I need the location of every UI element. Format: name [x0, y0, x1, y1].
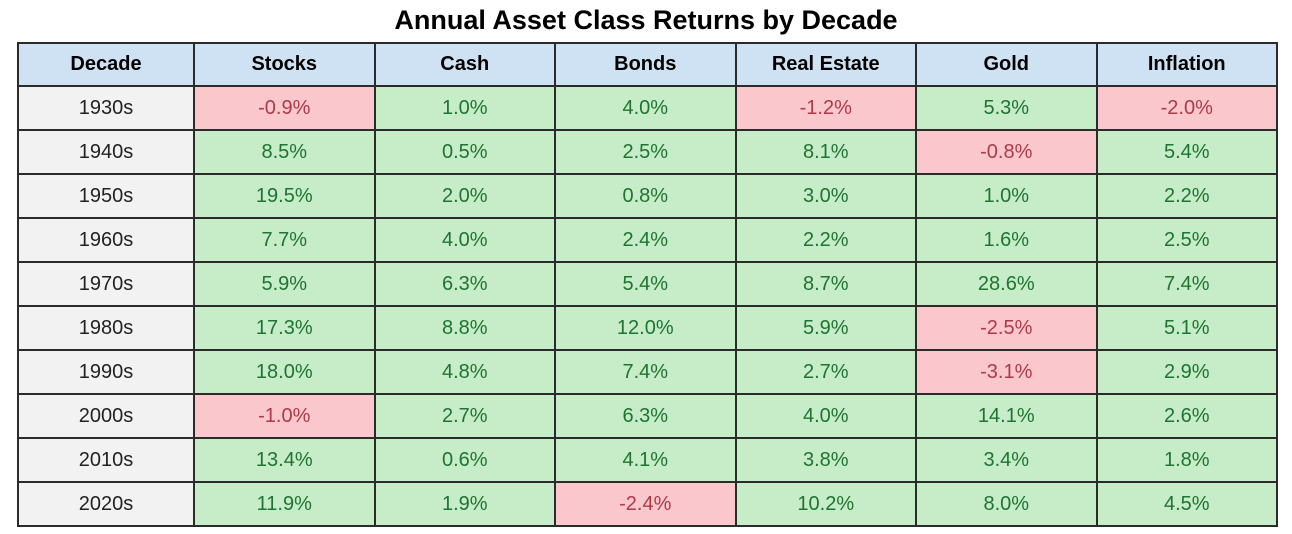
value-cell: 5.3%	[915, 85, 1098, 131]
value-cell: 0.8%	[554, 173, 737, 219]
value-cell: 2.2%	[734, 217, 917, 263]
column-header: Decade	[17, 42, 195, 87]
value-cell: -1.2%	[734, 85, 917, 131]
value-cell: 5.9%	[193, 261, 376, 307]
value-cell: -2.0%	[1095, 85, 1278, 131]
column-header: Real Estate	[734, 42, 917, 87]
value-cell: 12.0%	[554, 305, 737, 351]
table-row: 1940s 8.5% 0.5% 2.5% 8.1% -0.8% 5.4%	[17, 129, 1278, 175]
value-cell: 7.4%	[1095, 261, 1278, 307]
value-cell: -0.8%	[915, 129, 1098, 175]
value-cell: 5.4%	[554, 261, 737, 307]
table-body: 1930s -0.9% 1.0% 4.0% -1.2% 5.3% -2.0% 1940s 8.5…	[17, 85, 1278, 527]
value-cell: 4.1%	[554, 437, 737, 483]
value-cell: 14.1%	[915, 393, 1098, 439]
value-cell: 5.4%	[1095, 129, 1278, 175]
table-row: 1960s 7.7% 4.0% 2.4% 2.2% 1.6% 2.5%	[17, 217, 1278, 263]
value-cell: 28.6%	[915, 261, 1098, 307]
value-cell: 4.5%	[1095, 481, 1278, 527]
decade-cell: 1930s	[17, 85, 195, 131]
decade-cell: 2000s	[17, 393, 195, 439]
value-cell: 11.9%	[193, 481, 376, 527]
table-row: 1930s -0.9% 1.0% 4.0% -1.2% 5.3% -2.0%	[17, 85, 1278, 131]
table-row: 2020s 11.9% 1.9% -2.4% 10.2% 8.0% 4.5%	[17, 481, 1278, 527]
column-header: Inflation	[1095, 42, 1278, 87]
value-cell: 1.0%	[373, 85, 556, 131]
value-cell: 5.9%	[734, 305, 917, 351]
value-cell: 2.7%	[373, 393, 556, 439]
table-row: 1970s 5.9% 6.3% 5.4% 8.7% 28.6% 7.4%	[17, 261, 1278, 307]
value-cell: 17.3%	[193, 305, 376, 351]
value-cell: 10.2%	[734, 481, 917, 527]
table-row: 1990s 18.0% 4.8% 7.4% 2.7% -3.1% 2.9%	[17, 349, 1278, 395]
value-cell: -0.9%	[193, 85, 376, 131]
table-row: 1950s 19.5% 2.0% 0.8% 3.0% 1.0% 2.2%	[17, 173, 1278, 219]
value-cell: 1.0%	[915, 173, 1098, 219]
value-cell: 2.6%	[1095, 393, 1278, 439]
value-cell: 6.3%	[554, 393, 737, 439]
table-header: Decade Stocks Cash Bonds Real Estate Gold Infl…	[17, 42, 1278, 87]
value-cell: 7.4%	[554, 349, 737, 395]
value-cell: 4.0%	[554, 85, 737, 131]
value-cell: 2.2%	[1095, 173, 1278, 219]
value-cell: 2.5%	[1095, 217, 1278, 263]
value-cell: 1.8%	[1095, 437, 1278, 483]
decade-cell: 1990s	[17, 349, 195, 395]
value-cell: 1.9%	[373, 481, 556, 527]
value-cell: 2.9%	[1095, 349, 1278, 395]
decade-cell: 2010s	[17, 437, 195, 483]
column-header: Cash	[373, 42, 556, 87]
decade-cell: 1950s	[17, 173, 195, 219]
table-row: 2000s -1.0% 2.7% 6.3% 4.0% 14.1% 2.6%	[17, 393, 1278, 439]
table-row: 2010s 13.4% 0.6% 4.1% 3.8% 3.4% 1.8%	[17, 437, 1278, 483]
value-cell: 2.0%	[373, 173, 556, 219]
value-cell: 8.1%	[734, 129, 917, 175]
value-cell: 4.0%	[734, 393, 917, 439]
value-cell: 5.1%	[1095, 305, 1278, 351]
value-cell: 8.5%	[193, 129, 376, 175]
value-cell: 18.0%	[193, 349, 376, 395]
value-cell: -2.4%	[554, 481, 737, 527]
decade-cell: 2020s	[17, 481, 195, 527]
decade-cell: 1960s	[17, 217, 195, 263]
value-cell: -1.0%	[193, 393, 376, 439]
returns-table: Decade Stocks Cash Bonds Real Estate Gold Infl…	[17, 42, 1278, 527]
table-row: 1980s 17.3% 8.8% 12.0% 5.9% -2.5% 5.1%	[17, 305, 1278, 351]
value-cell: 0.6%	[373, 437, 556, 483]
column-header: Bonds	[554, 42, 737, 87]
value-cell: -3.1%	[915, 349, 1098, 395]
value-cell: 3.4%	[915, 437, 1098, 483]
value-cell: -2.5%	[915, 305, 1098, 351]
value-cell: 3.8%	[734, 437, 917, 483]
decade-cell: 1940s	[17, 129, 195, 175]
value-cell: 3.0%	[734, 173, 917, 219]
value-cell: 4.0%	[373, 217, 556, 263]
value-cell: 8.8%	[373, 305, 556, 351]
header-row: Decade Stocks Cash Bonds Real Estate Gold Infl…	[17, 42, 1278, 87]
value-cell: 1.6%	[915, 217, 1098, 263]
value-cell: 19.5%	[193, 173, 376, 219]
column-header: Stocks	[193, 42, 376, 87]
value-cell: 4.8%	[373, 349, 556, 395]
page-title: Annual Asset Class Returns by Decade	[394, 5, 898, 35]
value-cell: 13.4%	[193, 437, 376, 483]
value-cell: 0.5%	[373, 129, 556, 175]
value-cell: 2.5%	[554, 129, 737, 175]
value-cell: 7.7%	[193, 217, 376, 263]
value-cell: 8.0%	[915, 481, 1098, 527]
value-cell: 6.3%	[373, 261, 556, 307]
value-cell: 2.7%	[734, 349, 917, 395]
value-cell: 8.7%	[734, 261, 917, 307]
column-header: Gold	[915, 42, 1098, 87]
decade-cell: 1980s	[17, 305, 195, 351]
value-cell: 2.4%	[554, 217, 737, 263]
decade-cell: 1970s	[17, 261, 195, 307]
